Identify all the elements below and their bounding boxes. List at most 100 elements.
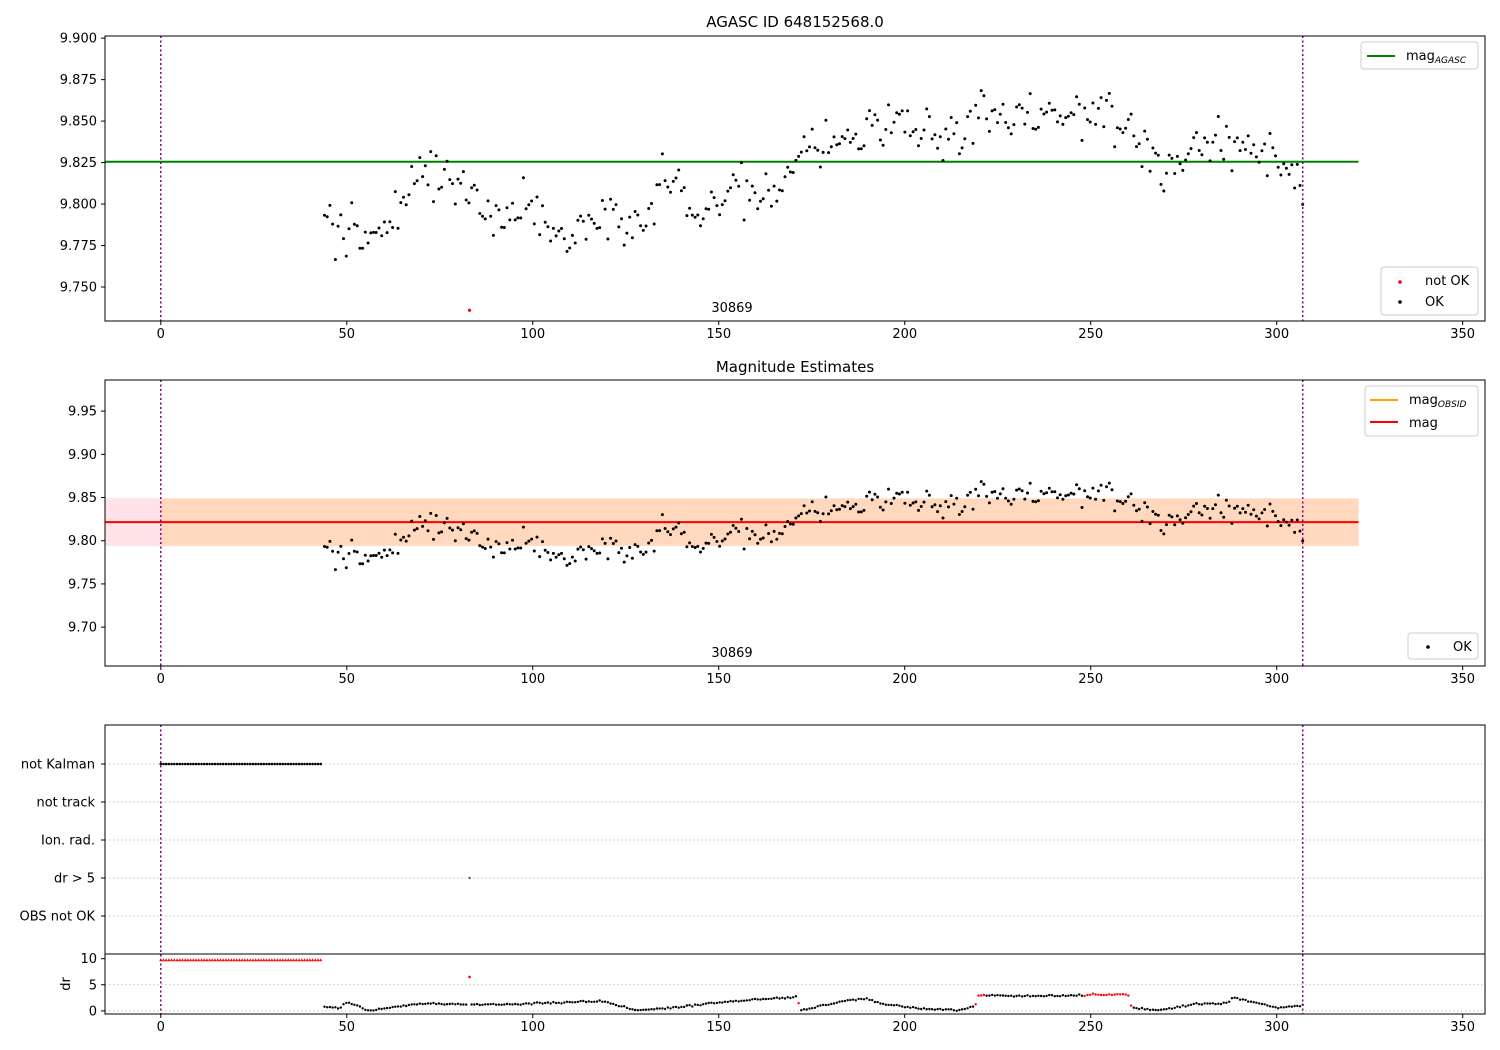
ok-point: [985, 494, 989, 498]
ok-point: [573, 559, 577, 563]
dr-point: [726, 1000, 729, 1004]
y-tick-label-9.800: 9.800: [60, 198, 97, 213]
dr-point: [800, 1009, 803, 1012]
dr-point: [1214, 1002, 1217, 1006]
dr-point-high: [1083, 994, 1086, 998]
ok-point: [1031, 127, 1035, 130]
ok-point: [750, 184, 754, 188]
ok-point: [794, 158, 798, 162]
ok-point: [979, 480, 983, 484]
ok-point: [914, 500, 918, 504]
dr-point: [1293, 1004, 1296, 1008]
ok-point: [475, 188, 479, 192]
flag-row-label: not Kalman: [21, 758, 95, 773]
ok-point: [1233, 506, 1237, 510]
ok-point: [372, 230, 375, 234]
ok-point: [1249, 151, 1253, 155]
legend-magnitude-bottom: OK: [1407, 632, 1479, 660]
ok-point: [957, 513, 961, 516]
dr-saturated-point: [262, 958, 266, 962]
ok-point: [363, 553, 367, 557]
dr-point: [1042, 995, 1046, 998]
ok-point: [549, 239, 553, 243]
not-kalman-point: [208, 762, 211, 766]
ok-point: [745, 527, 749, 530]
ok-point: [715, 540, 719, 543]
ok-point: [562, 557, 566, 561]
ok-point: [426, 183, 430, 187]
ok-point: [797, 514, 801, 518]
ok-point: [1143, 501, 1147, 505]
ok-point: [328, 203, 332, 207]
not-kalman-point: [194, 762, 198, 766]
dr-point: [813, 1006, 817, 1009]
dr-point: [1037, 994, 1040, 997]
legend-mag-obsid-label: magOBSID: [1409, 393, 1467, 410]
dr-point: [492, 1002, 495, 1006]
ok-point: [974, 487, 978, 491]
dr-point: [437, 1002, 441, 1005]
magnitude-panel-title: Magnitude Estimates: [716, 358, 874, 376]
dr-point: [783, 997, 787, 1000]
not-kalman-point: [276, 762, 279, 766]
ok-point: [799, 150, 803, 154]
ok-point: [451, 182, 454, 186]
ok-point: [500, 551, 504, 555]
dr-point: [405, 1004, 408, 1008]
dr-point: [475, 1002, 479, 1006]
x-tick-label-50: 50: [339, 1020, 356, 1035]
ok-point: [873, 113, 877, 117]
ok-point: [941, 159, 945, 162]
ok-point: [527, 203, 531, 207]
ok-point: [560, 227, 563, 230]
ok-point: [1042, 112, 1046, 116]
ok-point: [1159, 182, 1163, 186]
dr-point: [1260, 1002, 1264, 1006]
not-kalman-point: [305, 762, 309, 766]
ok-point: [1173, 523, 1177, 527]
ok-point: [432, 200, 435, 204]
ok-point: [996, 121, 999, 125]
dr-point: [971, 1005, 975, 1008]
ok-point: [679, 189, 683, 193]
dr-point: [702, 1003, 705, 1006]
dr-point: [693, 1003, 697, 1006]
dr-point: [958, 1008, 961, 1012]
ok-point: [666, 530, 670, 534]
dr-point: [628, 1007, 631, 1011]
dr-point: [876, 1000, 879, 1004]
ok-point: [1154, 512, 1158, 516]
not-kalman-point: [278, 762, 282, 766]
ok-point: [592, 549, 596, 553]
magnitude-panel-marks: [105, 380, 1359, 666]
dr-point: [1050, 994, 1054, 997]
ok-point: [399, 538, 403, 542]
ok-point: [1224, 498, 1228, 502]
dr-point: [881, 1002, 885, 1005]
ok-point: [1069, 491, 1073, 495]
ok-point: [767, 532, 771, 535]
ok-point: [1219, 511, 1223, 515]
ok-point: [508, 218, 512, 222]
dr-saturated-point: [197, 958, 201, 962]
ok-point: [377, 226, 381, 230]
dr-saturated-point: [235, 958, 239, 962]
dr-point: [999, 994, 1002, 997]
ok-point: [990, 490, 994, 494]
ok-point: [1020, 106, 1024, 110]
not-kalman-point: [162, 762, 165, 766]
dr-point: [767, 997, 770, 1001]
dr-point: [653, 1008, 656, 1011]
ok-point: [971, 141, 975, 145]
ok-point: [511, 538, 514, 542]
dr-point: [729, 999, 732, 1003]
dr-point: [1238, 998, 1242, 1001]
ok-point: [478, 212, 482, 215]
dr-point: [843, 999, 847, 1003]
dr-saturated-point: [305, 958, 309, 962]
ok-point: [919, 505, 923, 508]
dr-point: [1187, 1004, 1190, 1007]
ok-point: [1170, 515, 1174, 519]
ok-point: [944, 127, 948, 131]
dr-point: [742, 999, 746, 1002]
